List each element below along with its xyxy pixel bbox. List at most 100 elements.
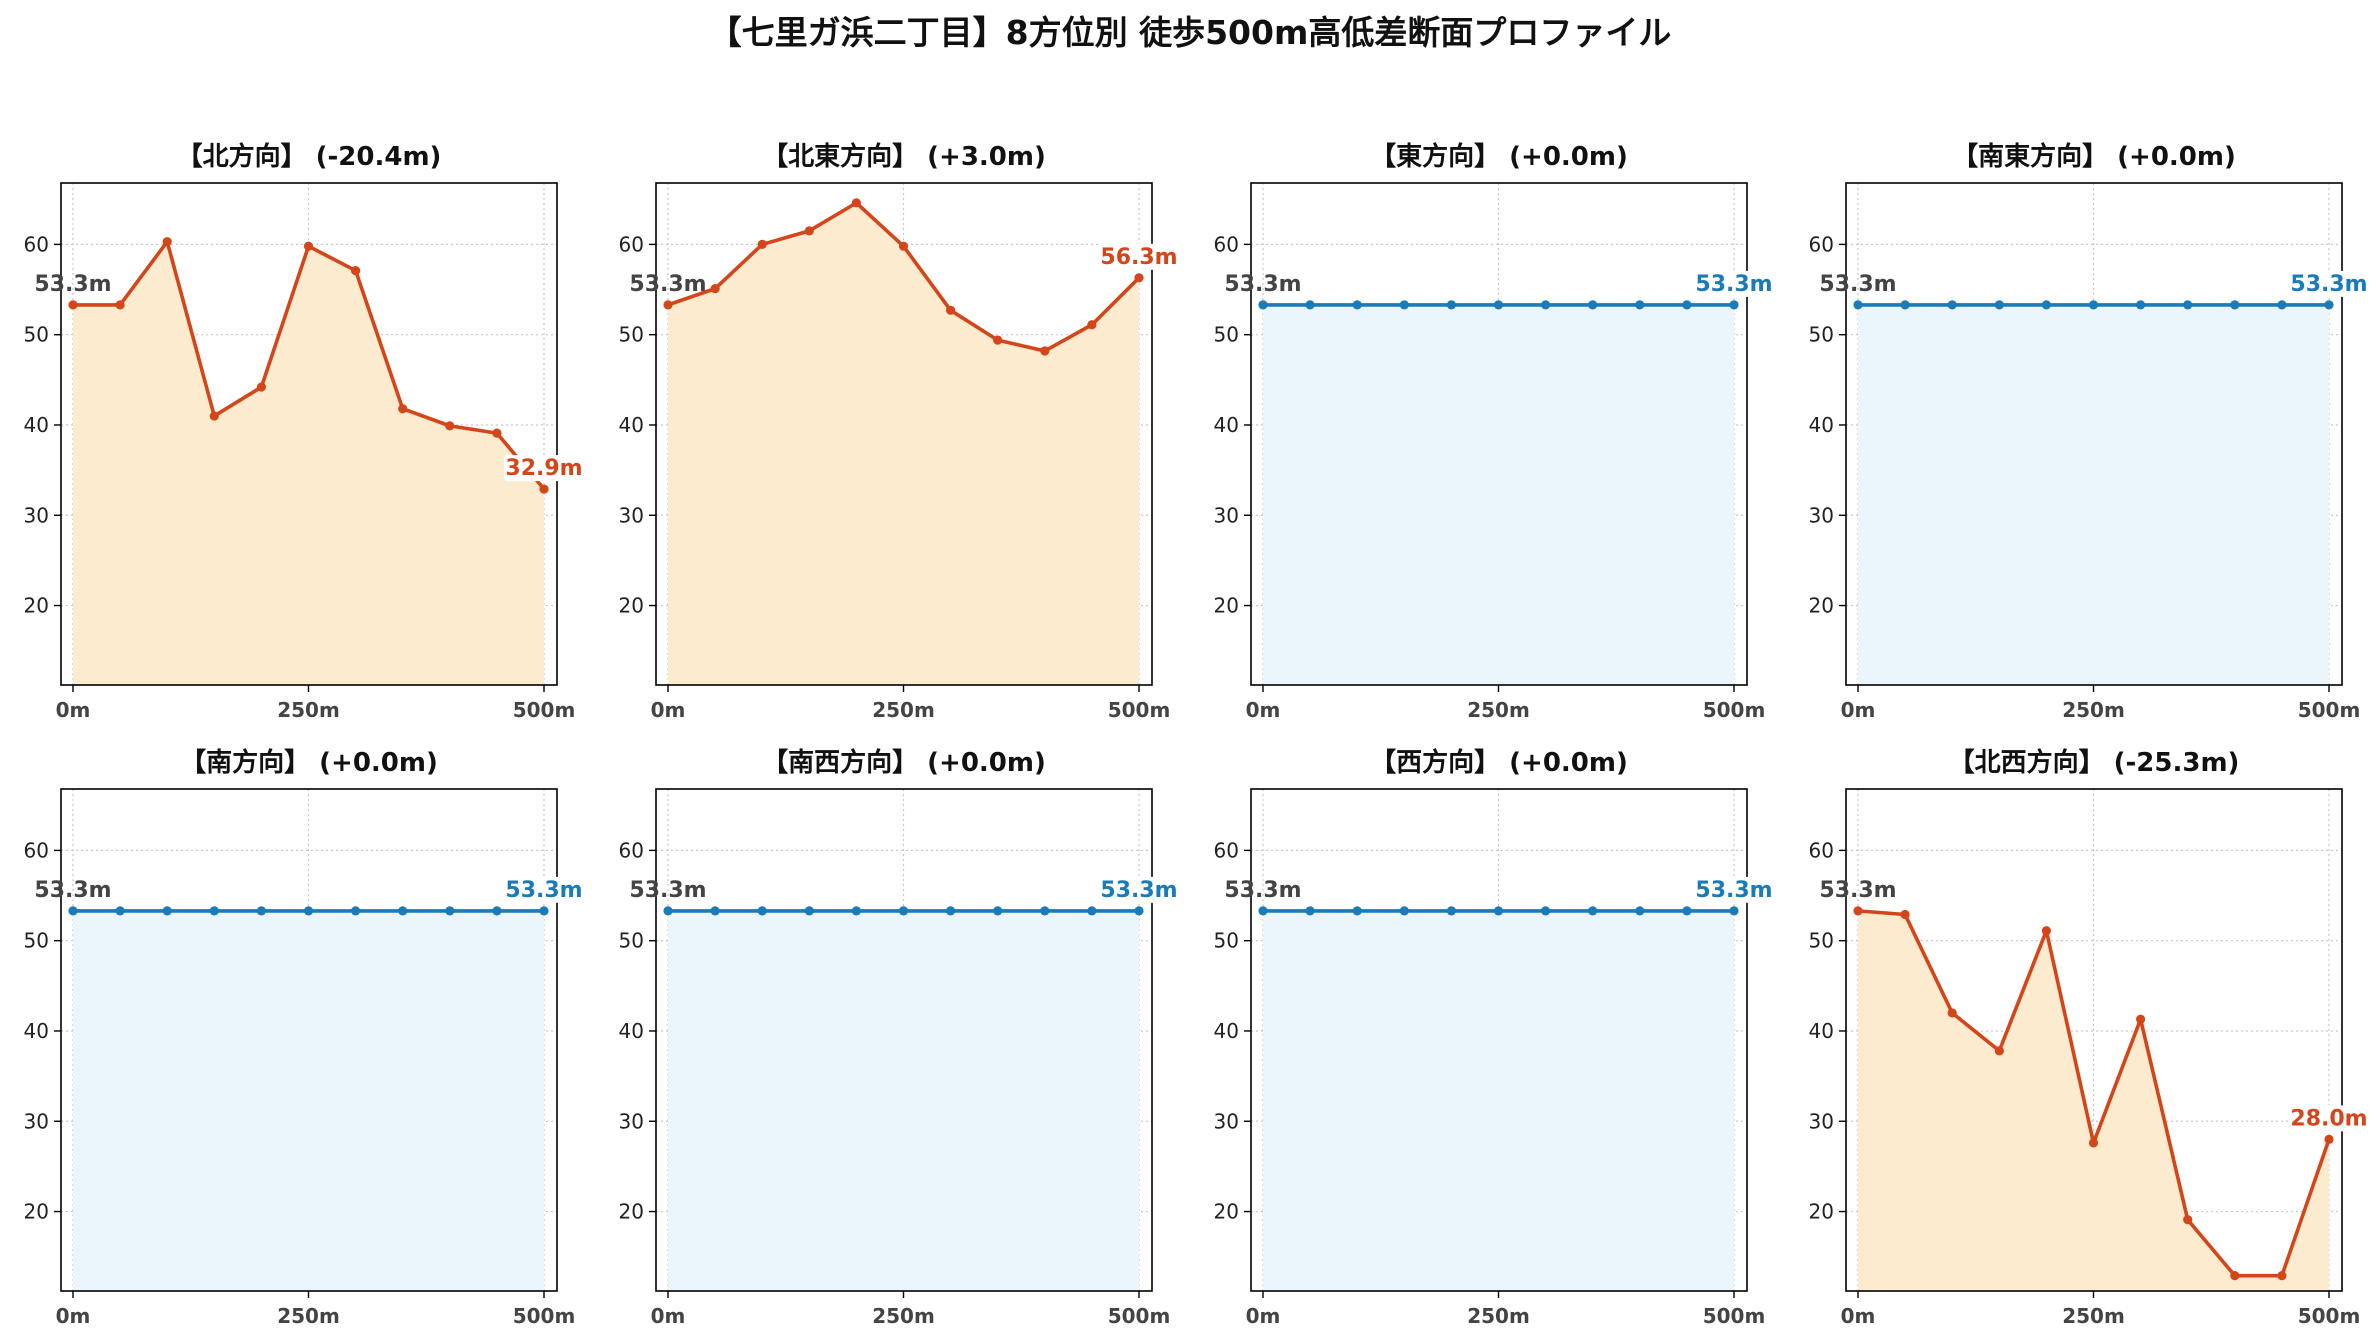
x-tick-label: 500m bbox=[1108, 1304, 1171, 1328]
elevation-point bbox=[1541, 300, 1551, 310]
elevation-area bbox=[73, 241, 544, 685]
elevation-area bbox=[668, 202, 1139, 685]
elevation-point bbox=[851, 906, 862, 916]
x-tick-label: 500m bbox=[2298, 698, 2361, 722]
elevation-point bbox=[1853, 906, 1863, 916]
elevation-point bbox=[757, 906, 767, 916]
elevation-point bbox=[1493, 906, 1504, 916]
start-elevation-label: 53.3m bbox=[1819, 272, 1896, 297]
elevation-point bbox=[68, 300, 78, 310]
y-tick-label: 40 bbox=[619, 413, 644, 437]
panel-title: 【北西方向】 (-25.3m) bbox=[1949, 747, 2240, 778]
elevation-point bbox=[663, 906, 673, 916]
panel-1: 【北東方向】 (+3.0m) 20 30 40 50 60 0m 250m 500m 53.3m 5… bbox=[619, 141, 1179, 722]
elevation-point bbox=[946, 305, 956, 315]
end-label-background bbox=[1694, 876, 1774, 903]
elevation-point bbox=[1682, 300, 1692, 310]
elevation-point bbox=[898, 241, 909, 251]
panel-5: 【南西方向】 (+0.0m) 20 30 40 50 60 0m 250m 500m 53.3m 5… bbox=[619, 747, 1179, 1328]
elevation-point bbox=[898, 906, 909, 916]
elevation-point bbox=[1134, 273, 1144, 283]
y-tick-label: 40 bbox=[1809, 1019, 1834, 1043]
end-elevation-label: 53.3m bbox=[1100, 878, 1177, 903]
elevation-point bbox=[492, 906, 502, 916]
y-tick-label: 30 bbox=[1214, 1109, 1239, 1133]
elevation-point bbox=[2183, 1215, 2193, 1225]
elevation-point bbox=[1635, 906, 1645, 916]
y-tick-label: 20 bbox=[1809, 1200, 1834, 1224]
x-tick-label: 500m bbox=[513, 1304, 576, 1328]
panel-0: 【北方向】 (-20.4m) 20 30 40 50 60 0m 250m 500m 53.3m 3… bbox=[24, 141, 584, 722]
end-label-background bbox=[1099, 243, 1179, 270]
elevation-point bbox=[1588, 906, 1598, 916]
end-label-background bbox=[2289, 1105, 2369, 1132]
elevation-point bbox=[256, 382, 266, 392]
y-tick-label: 30 bbox=[619, 1109, 644, 1133]
end-label-background bbox=[1099, 876, 1179, 903]
y-tick-label: 30 bbox=[1809, 1109, 1834, 1133]
elevation-point bbox=[68, 906, 78, 916]
elevation-point bbox=[710, 906, 720, 916]
elevation-point bbox=[663, 300, 673, 310]
elevation-point bbox=[1446, 300, 1456, 310]
x-tick-label: 0m bbox=[56, 698, 91, 722]
y-tick-label: 50 bbox=[1809, 323, 1834, 347]
elevation-area bbox=[73, 910, 544, 1291]
elevation-point bbox=[351, 906, 361, 916]
elevation-point bbox=[1493, 300, 1504, 310]
x-tick-label: 0m bbox=[1246, 1304, 1281, 1328]
elevation-point bbox=[1541, 906, 1551, 916]
elevation-point bbox=[1900, 300, 1910, 310]
elevation-area bbox=[1263, 304, 1734, 685]
panel-title: 【西方向】 (+0.0m) bbox=[1370, 747, 1628, 778]
start-elevation-label: 53.3m bbox=[34, 272, 111, 297]
end-label-background bbox=[504, 876, 584, 903]
elevation-point bbox=[351, 265, 361, 276]
elevation-point bbox=[1994, 1046, 2004, 1056]
x-tick-label: 250m bbox=[277, 1304, 340, 1328]
elevation-point bbox=[209, 906, 219, 916]
elevation-point bbox=[946, 906, 956, 916]
elevation-area bbox=[1263, 910, 1734, 1291]
y-tick-label: 30 bbox=[24, 1109, 49, 1133]
start-elevation-label: 53.3m bbox=[1819, 878, 1896, 903]
elevation-point bbox=[1399, 906, 1409, 916]
y-tick-label: 20 bbox=[1214, 1200, 1239, 1224]
panel-title: 【南西方向】 (+0.0m) bbox=[762, 747, 1046, 778]
x-tick-label: 250m bbox=[1467, 1304, 1530, 1328]
y-tick-label: 20 bbox=[1214, 594, 1239, 618]
x-tick-label: 0m bbox=[1246, 698, 1281, 722]
elevation-point bbox=[851, 198, 862, 208]
elevation-point bbox=[539, 906, 549, 916]
elevation-point bbox=[1258, 300, 1268, 310]
y-tick-label: 30 bbox=[619, 503, 644, 527]
y-tick-label: 40 bbox=[1214, 413, 1239, 437]
elevation-point bbox=[1040, 906, 1050, 916]
elevation-point bbox=[757, 239, 767, 249]
panel-title: 【南東方向】 (+0.0m) bbox=[1952, 141, 2236, 172]
y-tick-label: 40 bbox=[619, 1019, 644, 1043]
x-tick-label: 250m bbox=[2062, 698, 2125, 722]
end-elevation-label: 53.3m bbox=[2290, 272, 2367, 297]
elevation-point bbox=[1305, 906, 1315, 916]
x-tick-label: 500m bbox=[1703, 1304, 1766, 1328]
y-tick-label: 60 bbox=[1809, 838, 1834, 862]
y-tick-label: 60 bbox=[24, 838, 49, 862]
y-tick-label: 50 bbox=[619, 323, 644, 347]
panel-2: 【東方向】 (+0.0m) 20 30 40 50 60 0m 250m 500m 53.3m 53… bbox=[1214, 141, 1774, 722]
y-tick-label: 50 bbox=[1214, 929, 1239, 953]
x-tick-label: 500m bbox=[2298, 1304, 2361, 1328]
y-tick-label: 40 bbox=[24, 413, 49, 437]
elevation-point bbox=[256, 906, 266, 916]
end-label-background bbox=[1694, 270, 1774, 297]
elevation-point bbox=[1134, 906, 1144, 916]
elevation-point bbox=[2324, 300, 2334, 310]
elevation-point bbox=[1087, 320, 1097, 330]
y-tick-label: 60 bbox=[619, 838, 644, 862]
elevation-point bbox=[115, 906, 125, 916]
y-tick-label: 20 bbox=[619, 1200, 644, 1224]
x-tick-label: 250m bbox=[277, 698, 340, 722]
elevation-point bbox=[2277, 300, 2287, 310]
y-tick-label: 50 bbox=[1214, 323, 1239, 347]
